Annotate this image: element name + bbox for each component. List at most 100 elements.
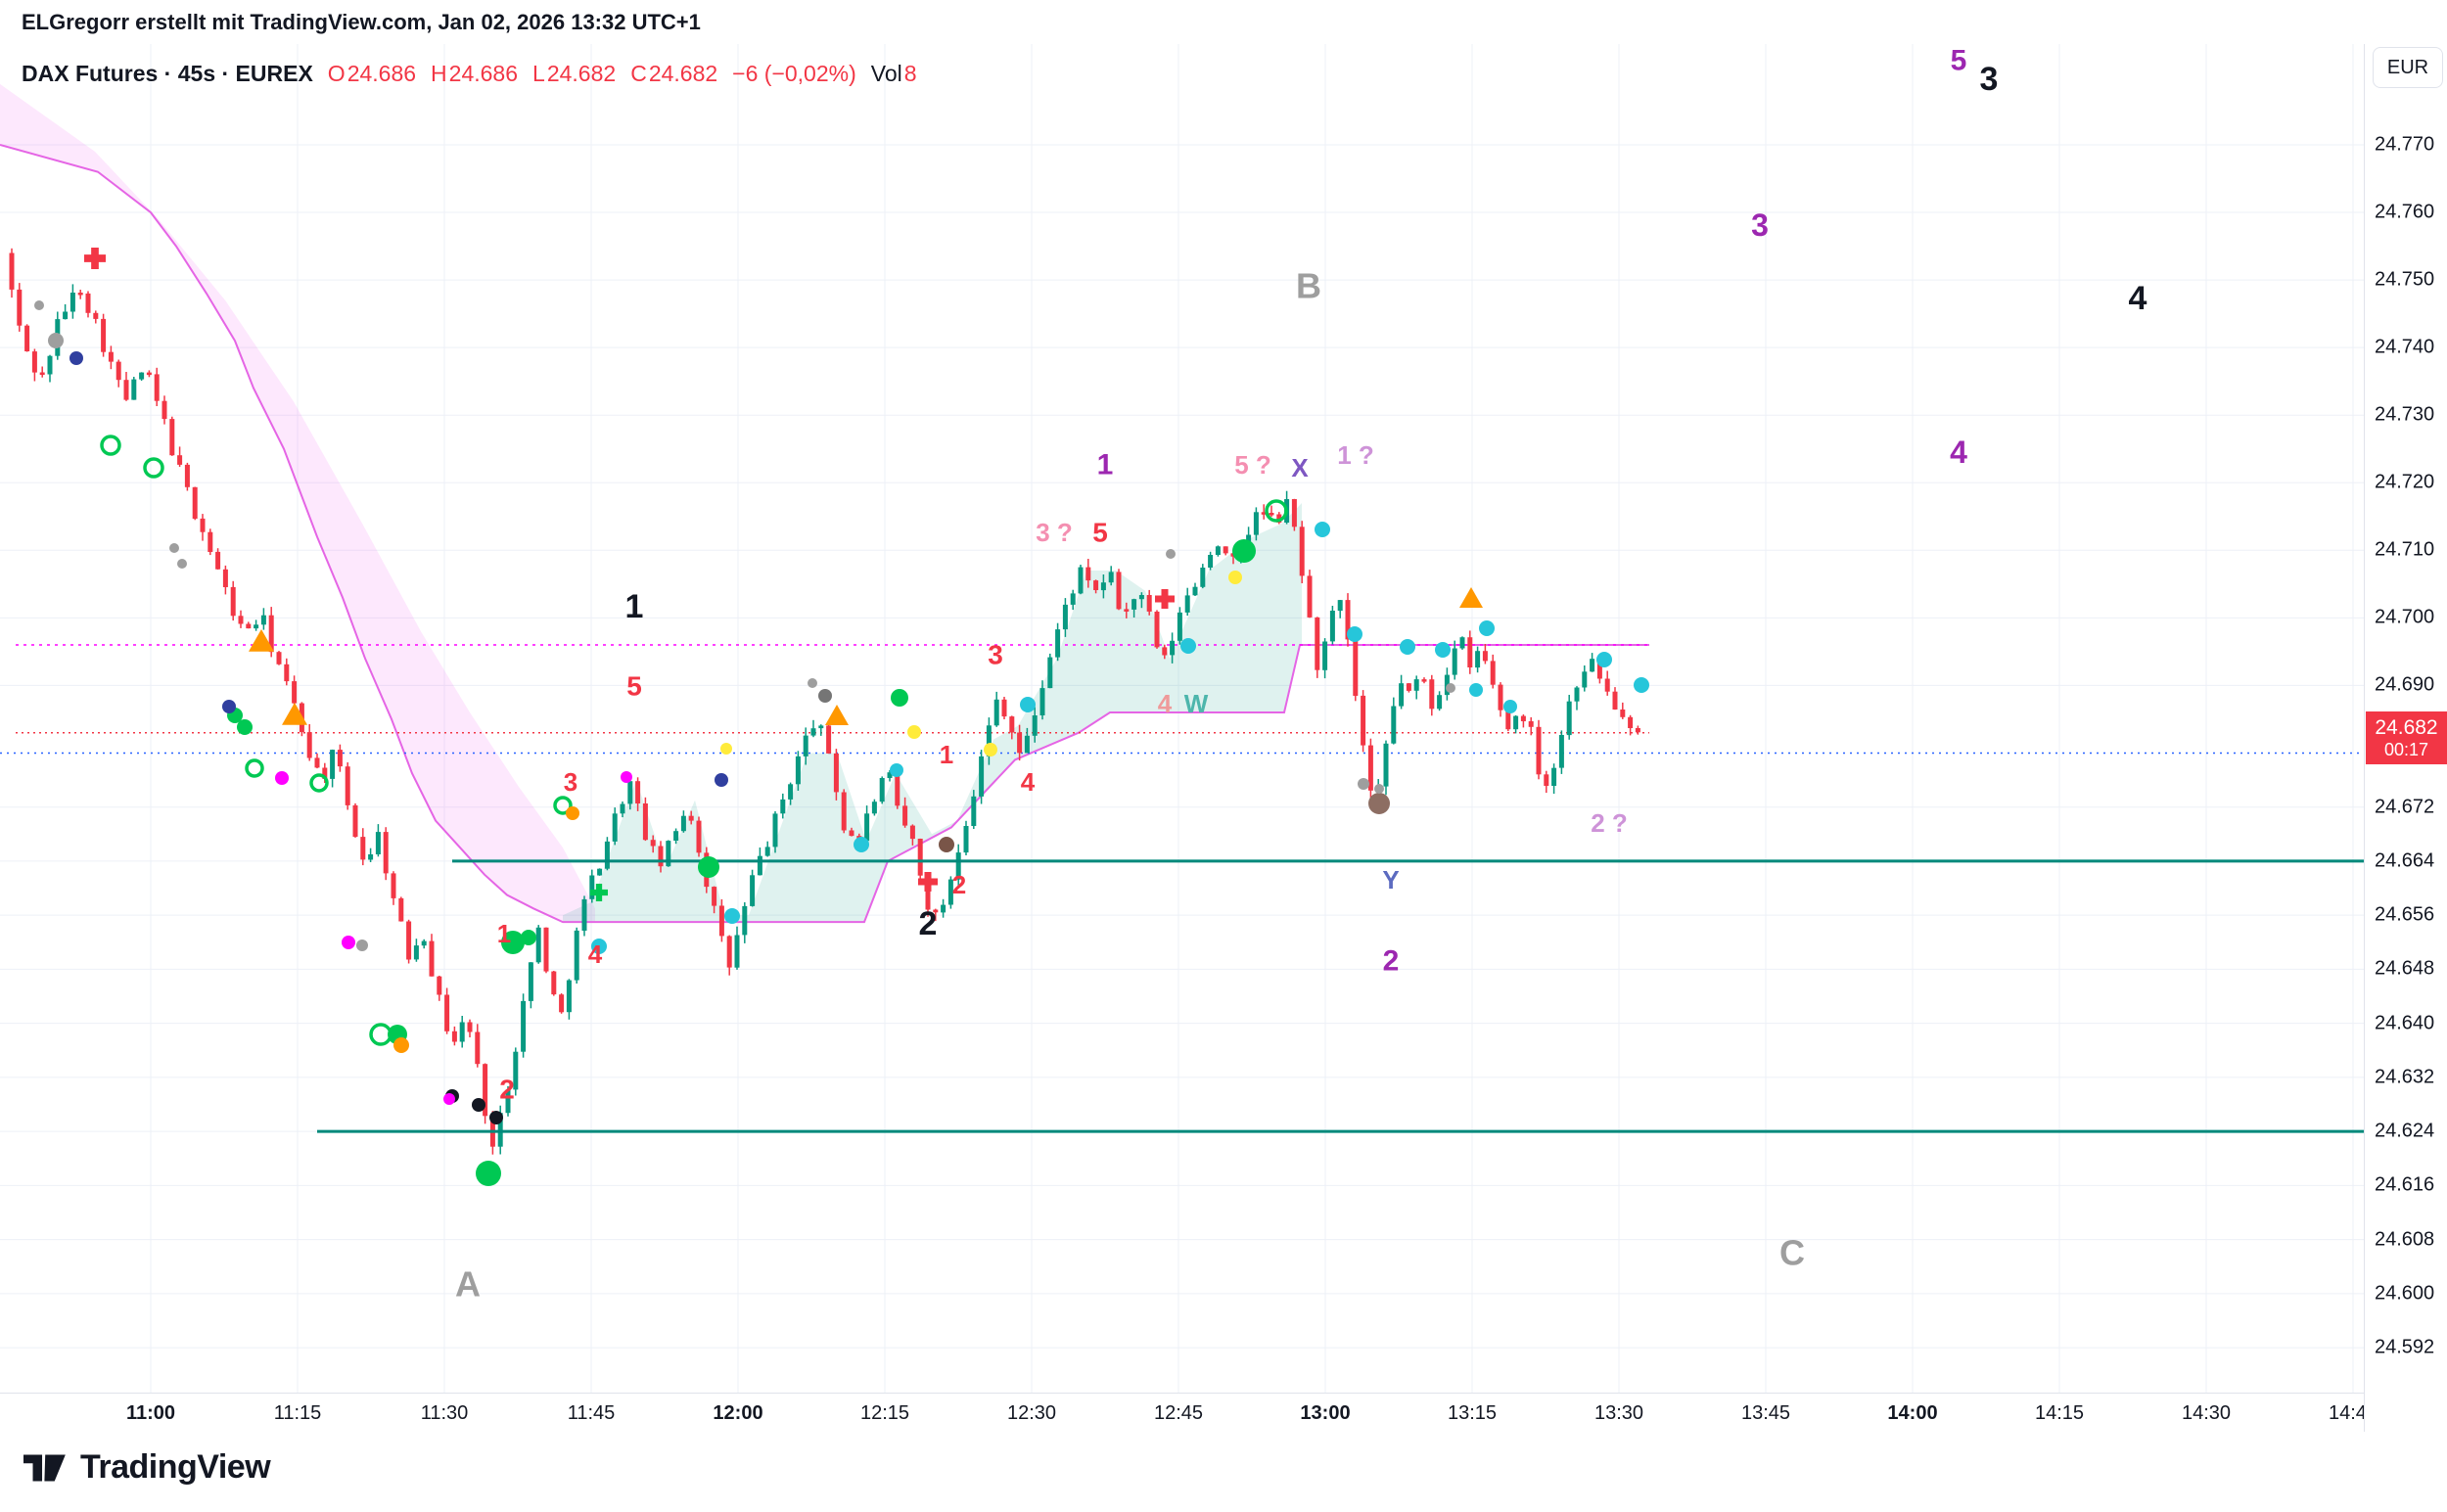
price-tick[interactable]: 24.592 xyxy=(2375,1336,2435,1358)
svg-text:3: 3 xyxy=(988,640,1003,670)
time-tick[interactable]: 13:15 xyxy=(1447,1402,1498,1424)
price-tick[interactable]: 24.700 xyxy=(2375,606,2435,628)
horizontal-ray-lines[interactable] xyxy=(317,859,2364,1133)
ohlc-close: C 24.682 xyxy=(630,61,717,87)
trail-line xyxy=(0,144,1649,924)
svg-text:2: 2 xyxy=(499,1075,515,1105)
svg-text:5 ?: 5 ? xyxy=(1234,450,1271,480)
price-tick[interactable]: 24.750 xyxy=(2375,268,2435,291)
tradingview-logo-icon xyxy=(23,1454,66,1481)
attribution-bar: ELGregorr erstellt mit TradingView.com, … xyxy=(0,0,2447,44)
price-tick[interactable]: 24.740 xyxy=(2375,336,2435,358)
price-tick[interactable]: 24.720 xyxy=(2375,471,2435,493)
time-tick[interactable]: 11:15 xyxy=(273,1402,322,1424)
price-tick[interactable]: 24.600 xyxy=(2375,1282,2435,1305)
price-tick[interactable]: 24.690 xyxy=(2375,673,2435,696)
svg-text:1: 1 xyxy=(497,919,511,948)
svg-text:4: 4 xyxy=(1950,435,1967,470)
change-value: −6 (−0,02%) xyxy=(732,61,856,86)
svg-text:2: 2 xyxy=(919,905,938,942)
currency-button[interactable]: EUR xyxy=(2373,47,2443,88)
svg-text:3 ?: 3 ? xyxy=(1036,518,1073,547)
low-label: L xyxy=(532,61,545,86)
svg-text:4: 4 xyxy=(1158,689,1173,718)
attribution-text: ELGregorr erstellt mit TradingView.com, … xyxy=(22,10,701,34)
volume-label: Vol xyxy=(870,61,902,86)
time-tick[interactable]: 14:45 xyxy=(2328,1402,2364,1424)
volume-value: 8 xyxy=(903,61,917,86)
svg-text:C: C xyxy=(1779,1233,1805,1273)
time-tick[interactable]: 13:30 xyxy=(1593,1402,1644,1424)
price-tick[interactable]: 24.760 xyxy=(2375,201,2435,223)
svg-text:5: 5 xyxy=(1092,518,1108,548)
time-tick[interactable]: 14:30 xyxy=(2181,1402,2232,1424)
svg-text:2 ?: 2 ? xyxy=(1591,808,1628,838)
time-tick[interactable]: 14:15 xyxy=(2034,1402,2085,1424)
grid xyxy=(0,44,2364,1393)
close-value: 24.682 xyxy=(648,61,718,86)
price-tick[interactable]: 24.624 xyxy=(2375,1120,2435,1142)
price-tick[interactable]: 24.730 xyxy=(2375,403,2435,426)
time-tick[interactable]: 12:00 xyxy=(713,1402,763,1424)
svg-text:1: 1 xyxy=(1097,449,1114,481)
time-tick[interactable]: 13:00 xyxy=(1300,1402,1351,1424)
bar-countdown: 00:17 xyxy=(2383,740,2429,760)
dotted-levels xyxy=(0,644,2364,755)
price-tick[interactable]: 24.648 xyxy=(2375,957,2435,980)
svg-text:3: 3 xyxy=(1751,207,1769,243)
price-tick[interactable]: 24.632 xyxy=(2375,1066,2435,1088)
close-label: C xyxy=(630,61,647,86)
signal-markers xyxy=(34,248,1649,1186)
svg-text:1: 1 xyxy=(940,740,953,769)
price-tick[interactable]: 24.710 xyxy=(2375,538,2435,561)
svg-text:W: W xyxy=(1184,689,1209,718)
svg-text:1 ?: 1 ? xyxy=(1337,440,1374,470)
price-tick[interactable]: 24.664 xyxy=(2375,849,2435,872)
current-price-value: 24.682 xyxy=(2375,716,2438,739)
price-tick[interactable]: 24.616 xyxy=(2375,1173,2435,1196)
svg-text:B: B xyxy=(1296,266,1321,306)
svg-text:4: 4 xyxy=(2129,280,2147,317)
time-axis[interactable]: 11:00 11:15 11:30 11:45 12:00 12:15 12:30 12:45… xyxy=(0,1393,2364,1432)
low-value: 24.682 xyxy=(546,61,617,86)
svg-text:A: A xyxy=(455,1264,481,1305)
price-tick[interactable]: 24.770 xyxy=(2375,133,2435,156)
symbol-legend[interactable]: DAX Futures · 45s · EUREX O 24.686 H 24.68… xyxy=(22,61,917,87)
ohlc-low: L 24.682 xyxy=(532,61,616,87)
volume-group: Vol 8 xyxy=(871,61,917,87)
time-tick[interactable]: 11:30 xyxy=(420,1402,469,1424)
time-tick[interactable]: 14:00 xyxy=(1887,1402,1938,1424)
price-tick[interactable]: 24.656 xyxy=(2375,903,2435,926)
svg-text:5: 5 xyxy=(1951,45,1967,77)
tradingview-branding[interactable]: TradingView xyxy=(23,1448,271,1487)
open-label: O xyxy=(327,61,346,86)
price-axis[interactable]: 24.682 00:17 24.770 24.760 24.750 24.740 24.… xyxy=(2364,0,2447,1432)
svg-text:2: 2 xyxy=(1383,945,1400,978)
price-tick[interactable]: 24.672 xyxy=(2375,796,2435,818)
ohlc-open: O 24.686 xyxy=(328,61,416,87)
svg-text:5: 5 xyxy=(626,671,642,702)
high-value: 24.686 xyxy=(448,61,519,86)
svg-text:3: 3 xyxy=(564,767,577,797)
time-tick[interactable]: 12:30 xyxy=(1006,1402,1057,1424)
high-label: H xyxy=(431,61,447,86)
price-tick[interactable]: 24.640 xyxy=(2375,1012,2435,1034)
price-tick[interactable]: 24.608 xyxy=(2375,1228,2435,1251)
ohlc-high: H 24.686 xyxy=(431,61,518,87)
time-tick[interactable]: 11:00 xyxy=(125,1402,176,1424)
time-tick[interactable]: 13:45 xyxy=(1740,1402,1791,1424)
symbol-title[interactable]: DAX Futures · 45s · EUREX xyxy=(22,61,313,86)
svg-text:4: 4 xyxy=(1021,767,1036,797)
open-value: 24.686 xyxy=(346,61,417,86)
svg-text:2: 2 xyxy=(952,870,966,899)
time-tick[interactable]: 12:15 xyxy=(859,1402,910,1424)
svg-text:X: X xyxy=(1291,453,1309,482)
time-tick[interactable]: 11:45 xyxy=(567,1402,616,1424)
time-tick[interactable]: 12:45 xyxy=(1153,1402,1204,1424)
svg-text:1: 1 xyxy=(625,588,644,625)
svg-text:3: 3 xyxy=(1980,61,1999,98)
svg-text:4: 4 xyxy=(588,939,603,969)
